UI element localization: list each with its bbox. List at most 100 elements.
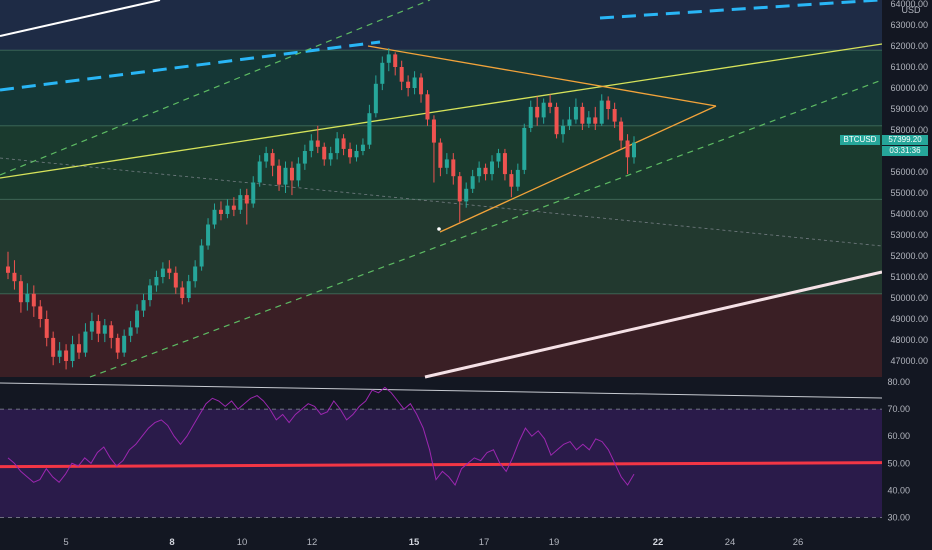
candle-body xyxy=(122,335,127,353)
candle-body xyxy=(167,268,172,273)
candle-body xyxy=(580,106,585,124)
candle-body xyxy=(438,142,443,168)
time-tick-label: 5 xyxy=(63,537,68,548)
candle-body xyxy=(548,102,553,107)
candle-body xyxy=(31,293,36,307)
candle-body xyxy=(38,306,43,319)
candle-body xyxy=(470,176,475,189)
candle-body xyxy=(451,159,456,177)
zone-band xyxy=(0,199,882,294)
candle-body xyxy=(18,281,23,303)
candle-body xyxy=(631,142,637,158)
candle-body xyxy=(322,146,327,160)
candle-body xyxy=(5,266,11,273)
time-tick-label: 26 xyxy=(793,537,804,548)
trendline-pink xyxy=(424,270,883,379)
candle-body xyxy=(393,54,398,67)
candle-body xyxy=(309,140,314,151)
oscillator-tick-label: 40.00 xyxy=(887,485,910,495)
candle-body xyxy=(76,344,81,353)
pane-separator-line xyxy=(0,382,883,399)
candle-body xyxy=(535,106,540,118)
candle-body xyxy=(554,106,559,135)
candle-body xyxy=(115,337,120,353)
candle-body xyxy=(457,176,462,202)
dotted-guide xyxy=(0,157,883,247)
price-tick-label: 59000.00 xyxy=(890,104,928,114)
candle-body xyxy=(102,325,107,334)
oscillator-line xyxy=(7,386,635,487)
candle-body xyxy=(586,117,591,124)
candle-body xyxy=(160,268,165,277)
trend-drawings xyxy=(0,0,883,399)
triangle-bottom-edge xyxy=(439,105,717,233)
candle-body xyxy=(541,102,546,118)
oscillator-tick-label: 80.00 xyxy=(887,377,910,387)
candle-body xyxy=(619,121,624,141)
price-tick-label: 51000.00 xyxy=(890,272,928,282)
oscillator-tick-label: 30.00 xyxy=(887,513,910,523)
candle-body xyxy=(315,140,320,147)
candle-body xyxy=(348,148,353,158)
candle-body xyxy=(57,350,62,357)
candle-body xyxy=(483,167,488,175)
candle-body xyxy=(173,272,178,288)
triangle-top-edge xyxy=(367,45,717,107)
candle-body xyxy=(154,277,159,286)
price-tick-label: 50000.00 xyxy=(890,293,928,303)
price-axis[interactable]: 64000.00 63000.00 62000.00 61000.00 60000.00… xyxy=(882,0,932,550)
price-tick-label: 61000.00 xyxy=(890,62,928,72)
candle-body xyxy=(64,350,69,361)
candle-body xyxy=(283,167,288,185)
candle-body xyxy=(128,327,133,336)
time-axis[interactable]: 5 8 10 12 15 17 19 22 24 26 xyxy=(0,533,882,550)
price-tick-label: 64000.00 xyxy=(890,0,928,9)
time-tick-label: 15 xyxy=(409,537,420,548)
axis-background xyxy=(882,0,932,550)
candle-body xyxy=(425,94,430,120)
oscillator-pane xyxy=(0,386,883,518)
candle-body xyxy=(502,153,507,175)
channel-upper-dashed xyxy=(0,0,431,176)
currency-label: USD xyxy=(901,5,921,15)
price-tick-label: 48000.00 xyxy=(890,335,928,345)
candle-body xyxy=(496,153,501,162)
candle-body xyxy=(264,153,269,162)
candle-body xyxy=(96,321,101,334)
candle-body xyxy=(186,281,191,298)
candle-body xyxy=(225,205,230,214)
price-tick-label: 49000.00 xyxy=(890,314,928,324)
symbol-badge: BTCUSD xyxy=(840,135,880,145)
candle-body xyxy=(464,188,469,202)
candle-body xyxy=(193,266,198,282)
time-tick-label: 19 xyxy=(549,537,560,548)
candle-body xyxy=(70,344,75,361)
price-tick-label: 63000.00 xyxy=(890,20,928,30)
candle-body xyxy=(12,272,17,282)
last-price-label: 57399.20 xyxy=(882,135,928,145)
time-tick-label: 8 xyxy=(169,537,174,548)
price-tick-label: 58000.00 xyxy=(890,125,928,135)
candle-body xyxy=(528,106,533,128)
trendline-cyan-dashed-left xyxy=(0,40,381,92)
oscillator-tick-label: 50.00 xyxy=(887,458,910,468)
oscillator-reference-line xyxy=(0,461,883,469)
trendline-yellow xyxy=(0,43,883,179)
candle-body xyxy=(277,165,282,185)
candle-series xyxy=(5,48,637,370)
zone-band xyxy=(0,293,882,377)
pivot-marker xyxy=(437,227,441,231)
candle-body xyxy=(477,167,482,177)
price-tick-label: 55000.00 xyxy=(890,188,928,198)
candle-body xyxy=(257,161,262,183)
candle-body xyxy=(419,77,424,95)
candle-body xyxy=(44,319,49,338)
candle-body xyxy=(251,182,256,204)
candle-body xyxy=(399,67,404,82)
candle-body xyxy=(561,125,566,135)
candle-body xyxy=(625,140,630,158)
candle-body xyxy=(515,169,520,187)
candle-body xyxy=(612,109,617,122)
oscillator-tick-label: 70.00 xyxy=(887,404,910,414)
